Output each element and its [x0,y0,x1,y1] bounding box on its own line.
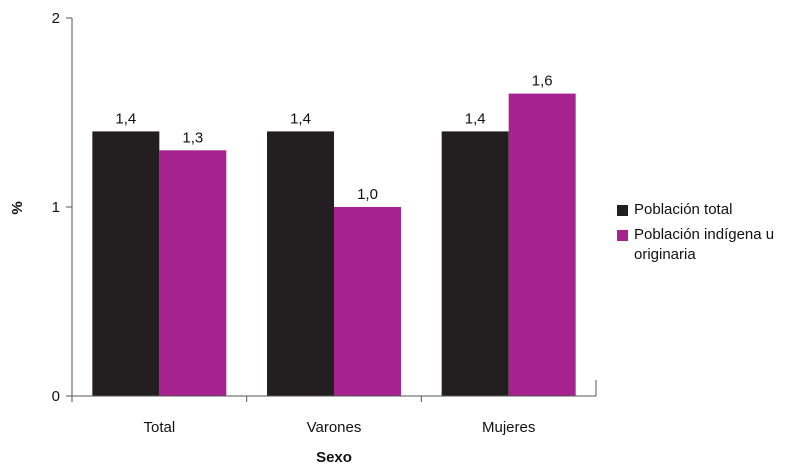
bar-varones-poblacion-indigena [334,207,401,396]
data-labels-group: 1,4 1,3 1,4 1,0 1,4 1,6 [115,73,552,203]
y-axis-title: % [9,201,26,214]
x-tick-label-mujeres: Mujeres [482,419,535,436]
y-ticks-group: 0 1 2 [52,10,72,405]
legend-item-poblacion-total: Población total [617,200,796,220]
bar-mujeres-poblacion-indigena [508,93,576,396]
x-tick-label-varones: Varones [307,419,362,436]
bars-group [92,93,576,396]
bar-varones-poblacion-total [267,131,334,396]
legend-label-poblacion-indigena: Población indígena u originaria [634,226,775,263]
x-tick-label-total: Total [143,419,175,436]
legend-label-poblacion-total: Población total [634,201,733,218]
y-tick-label-1: 1 [52,199,60,216]
bar-total-poblacion-total [92,131,160,396]
y-tick-label-0: 0 [52,388,60,405]
data-label-total-poblacion-total: 1,4 [115,110,136,127]
legend-swatch-poblacion-total [617,205,628,216]
y-tick-label-2: 2 [52,10,60,27]
bar-total-poblacion-indigena [159,150,227,396]
data-label-total-poblacion-indigena: 1,3 [182,129,203,146]
data-label-varones-poblacion-total: 1,4 [290,110,311,127]
data-label-varones-poblacion-indigena: 1,0 [357,186,378,203]
data-label-mujeres-poblacion-total: 1,4 [465,110,486,127]
x-ticks-group: Total Varones Mujeres [71,396,535,436]
legend: Población total Población indígena u ori… [617,200,796,270]
bar-mujeres-poblacion-total [441,131,509,396]
x-axis-title: Sexo [316,449,352,466]
data-label-mujeres-poblacion-indigena: 1,6 [532,73,553,90]
legend-item-poblacion-indigena: Población indígena u originaria [617,225,796,265]
legend-swatch-poblacion-indigena [617,230,628,241]
